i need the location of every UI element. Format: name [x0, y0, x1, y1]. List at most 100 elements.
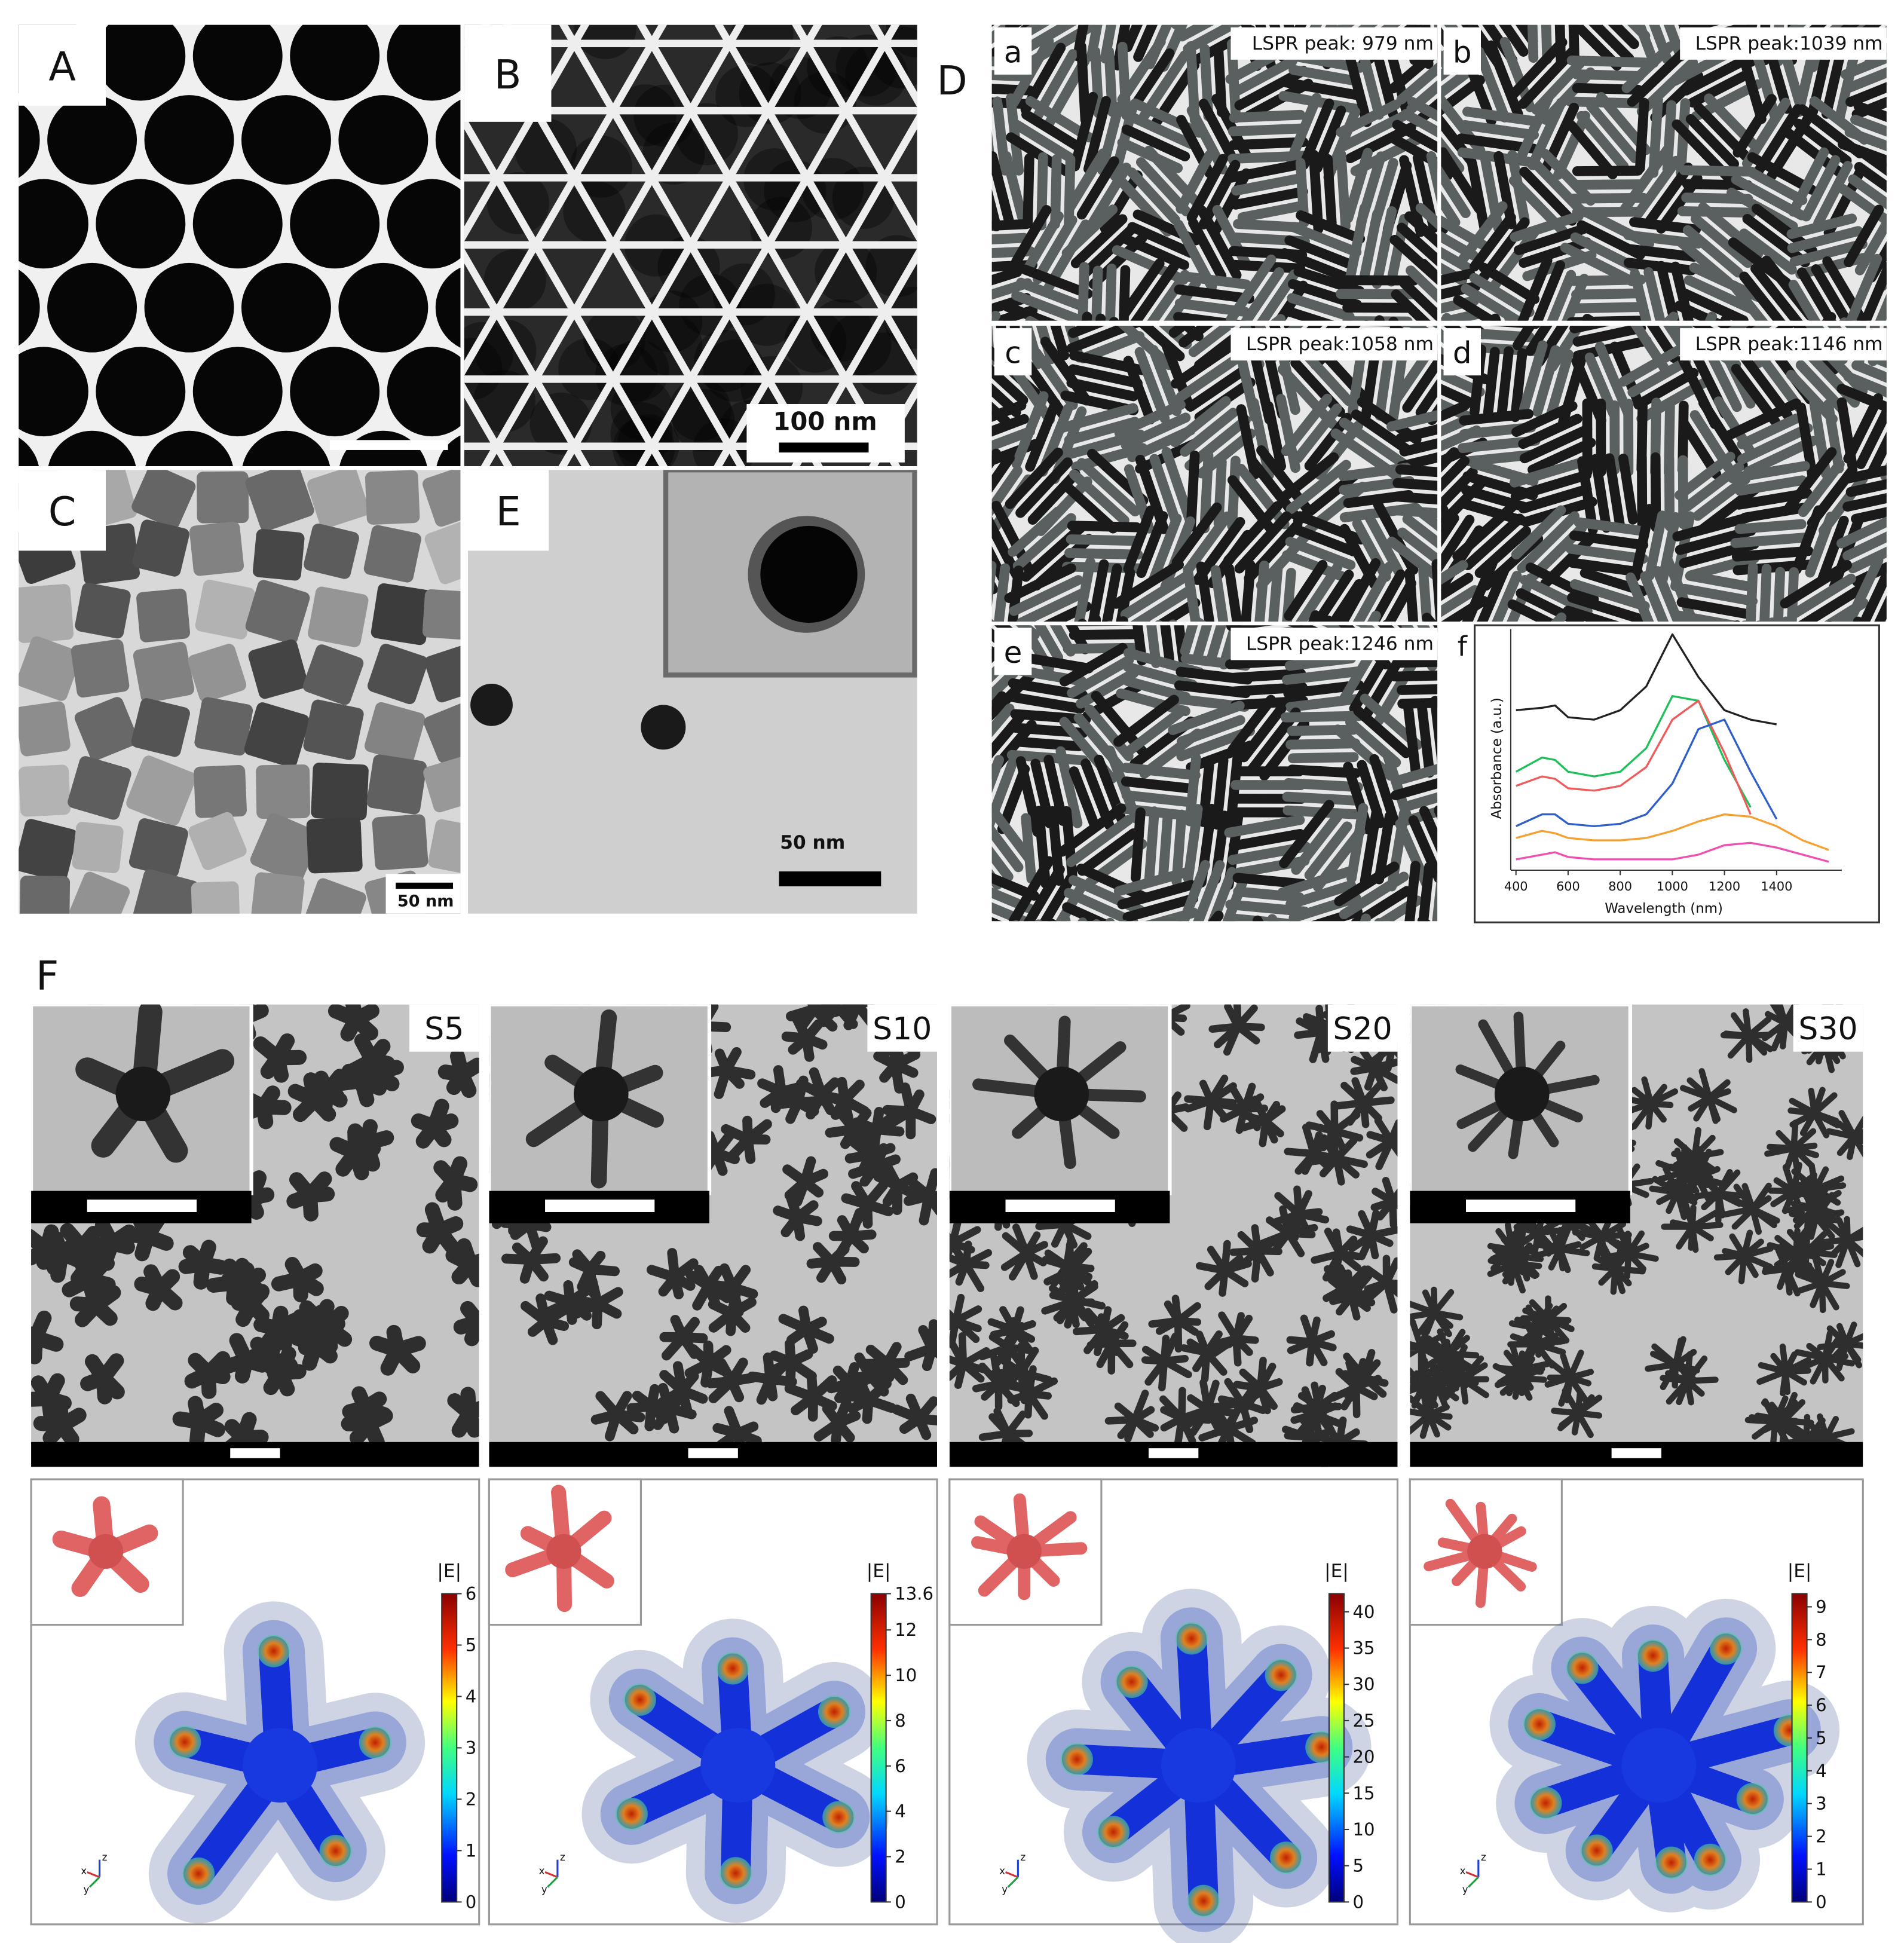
particle — [470, 683, 513, 726]
nanorod — [1156, 598, 1201, 622]
nanorod — [1312, 105, 1346, 173]
nanostar — [1159, 1387, 1213, 1449]
inset-star — [525, 1009, 664, 1189]
nanostar — [1323, 1263, 1376, 1307]
nanorod — [1586, 101, 1640, 164]
nanorod — [1685, 553, 1760, 580]
nanorod — [1122, 234, 1189, 270]
nanorod — [1121, 763, 1201, 781]
nanorod — [1122, 894, 1199, 922]
nanostar — [590, 1391, 645, 1442]
nanorod — [1532, 345, 1561, 417]
nanorod — [1369, 569, 1406, 622]
nanorod — [1727, 461, 1810, 484]
cube — [197, 471, 249, 524]
nanostar — [453, 1301, 479, 1347]
nanorod — [1418, 862, 1434, 922]
nanorod — [1234, 511, 1292, 574]
nanostar — [819, 1076, 870, 1130]
colorbar-tick-label: 13.6 — [895, 1584, 933, 1604]
nanostar — [1219, 1082, 1269, 1134]
nanorod — [1283, 778, 1363, 793]
nanorod — [1759, 564, 1772, 622]
lspr-label: LSPR peak:1058 nm — [1246, 333, 1434, 355]
nanorod — [1572, 325, 1646, 347]
axis-letter: z — [102, 1852, 108, 1863]
nanorod — [1268, 562, 1283, 622]
nanorod — [1400, 109, 1438, 137]
nanorod — [1104, 46, 1118, 117]
nanorod — [1114, 400, 1186, 438]
nanorod — [1171, 343, 1233, 389]
nanostar — [240, 1085, 292, 1130]
nanorod — [1685, 571, 1757, 592]
field-hotspot — [1529, 1786, 1562, 1819]
field-core — [1524, 1633, 1805, 1878]
nanostar — [1333, 1077, 1395, 1128]
nanostar — [826, 1362, 879, 1404]
colorbar — [441, 1593, 458, 1903]
nanorod — [1004, 563, 1076, 603]
nanorod — [1233, 856, 1310, 878]
nanorod — [1441, 166, 1471, 218]
nanorod — [1541, 25, 1553, 65]
nanorod — [1404, 861, 1421, 922]
nanorod — [1742, 213, 1810, 268]
nanorod — [1084, 704, 1134, 761]
axis-letter: x — [1460, 1865, 1466, 1877]
nanostar — [253, 1305, 304, 1351]
colorbar-tick-label: 12 — [895, 1620, 917, 1640]
nanorod — [1339, 110, 1410, 151]
axis-letter: x — [999, 1865, 1005, 1877]
nanorod — [1211, 755, 1229, 830]
nanorod — [1225, 654, 1309, 669]
nanostar — [178, 1240, 228, 1290]
nanorod — [1441, 573, 1474, 601]
cube — [68, 756, 131, 820]
nanostar — [1290, 1384, 1344, 1439]
nanorod — [1116, 567, 1135, 622]
cube — [71, 639, 130, 698]
plate-shade — [703, 339, 766, 402]
micrograph: A — [19, 25, 461, 466]
nanostar — [949, 1332, 990, 1389]
nanorod — [1279, 248, 1351, 283]
label-box — [994, 27, 1032, 75]
label-box — [1443, 328, 1481, 376]
nanorod — [1232, 56, 1297, 96]
nanorod — [1170, 396, 1231, 448]
nanorod — [1374, 811, 1395, 885]
note-box — [1230, 27, 1438, 60]
nanorod — [1291, 810, 1344, 875]
nanorod — [1569, 579, 1650, 611]
nanostar — [781, 1012, 828, 1062]
colorbar-tick-label: 2 — [895, 1847, 906, 1867]
nanorod — [1391, 505, 1438, 518]
nanorod — [1567, 592, 1645, 622]
field-hotspot — [1655, 1846, 1688, 1879]
nanorod — [1171, 502, 1222, 568]
nanorod — [1178, 859, 1211, 922]
nanorod — [1574, 517, 1648, 536]
nanorod — [1725, 398, 1802, 440]
nanorod — [1002, 302, 1058, 321]
plate-edge — [714, 114, 917, 466]
nanorod — [1492, 571, 1522, 622]
nanorod — [1739, 271, 1786, 321]
cube — [365, 470, 420, 525]
nanorod — [1180, 408, 1238, 457]
label-box — [19, 25, 106, 106]
nanorod — [1011, 290, 1082, 321]
nanorod — [1011, 391, 1049, 469]
nanorod — [1131, 48, 1175, 108]
nanorod — [1453, 295, 1501, 321]
nanorod — [1070, 214, 1128, 268]
nanorod — [1334, 861, 1400, 907]
axis-letter: y — [1462, 1884, 1468, 1895]
nanorod — [1483, 347, 1500, 418]
nanostar — [134, 1264, 183, 1311]
nanostar — [1816, 1216, 1863, 1268]
x-tick-label: 1400 — [1761, 879, 1792, 894]
nanorod — [1590, 454, 1612, 533]
nanorod — [1813, 161, 1853, 228]
